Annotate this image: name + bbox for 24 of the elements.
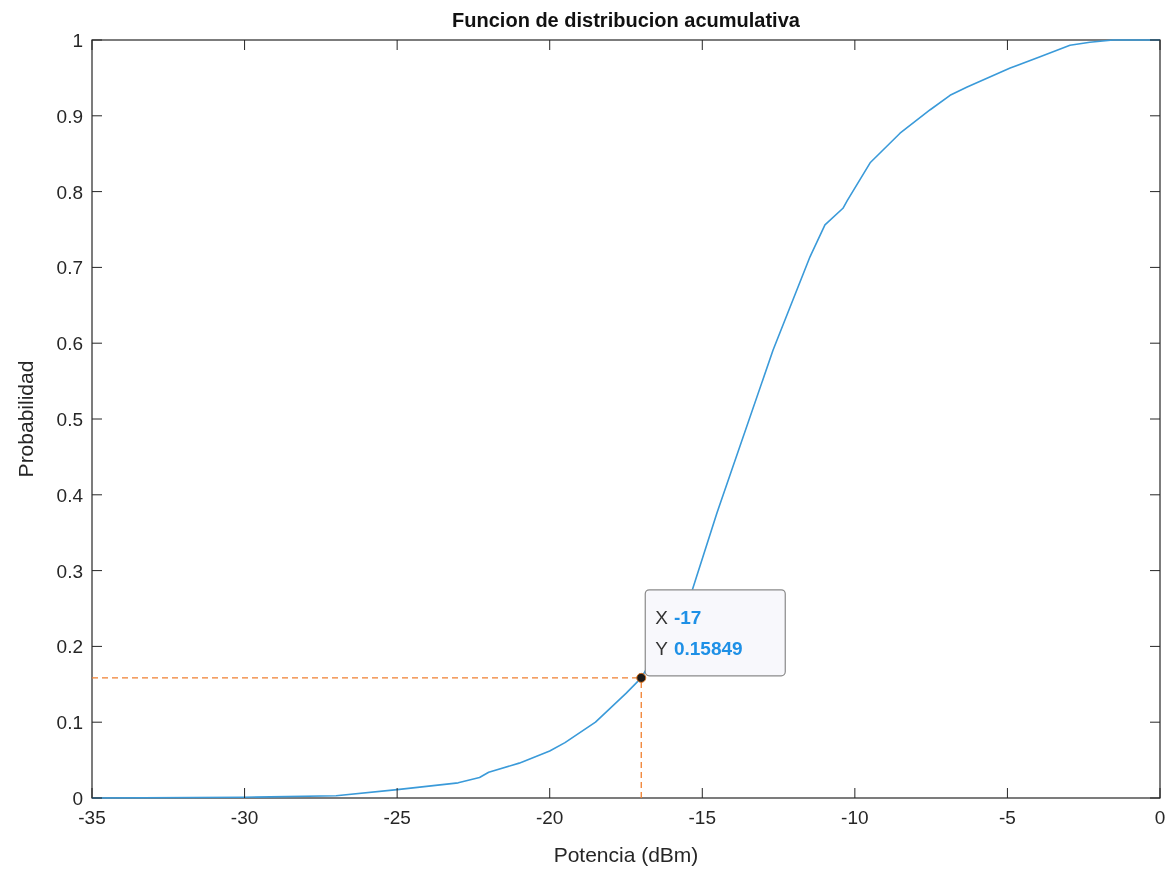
x-tick-label: -30 [230,807,259,828]
x-tick-label: -5 [998,807,1016,828]
y-tick-label: 0.8 [56,181,83,203]
y-tick-label: 0.7 [56,257,83,279]
x-tick-label: -15 [688,807,717,828]
annotation: X -17 Y 0.15849 [655,606,743,659]
x-axis-title: Potencia (dBm) [553,843,699,866]
y-tick-label: 0.1 [56,712,83,734]
y-tick-label: 0 [72,788,83,809]
y-tick-label: 0.4 [56,484,84,506]
y-tick-label: 0.3 [56,560,83,582]
y-axis-title: Probabilidad [14,360,37,478]
y-tick-label: 0.5 [56,409,83,430]
y-tick-label: 1 [72,30,83,51]
x-tick-label: -20 [535,807,564,828]
y-tick-label: 0.2 [56,636,83,658]
y-tick-label: 0.6 [56,333,83,355]
x-tick-label: -10 [841,807,869,828]
x-tick-label: -35 [78,807,106,828]
y-tick-label: 0.9 [56,105,83,127]
line-series [91,39,1161,799]
x-tick-label: 0 [1154,807,1166,828]
x-tick-label: -25 [383,807,411,828]
chart-title: Funcion de distribucion acumulativa [452,9,801,31]
